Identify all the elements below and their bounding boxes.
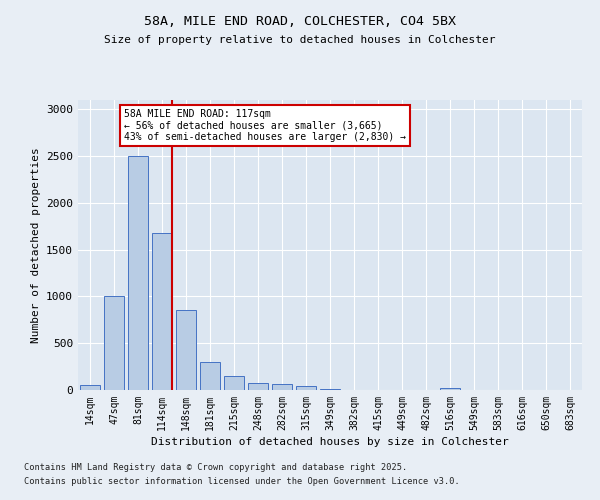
- Bar: [320, 389, 340, 390]
- Bar: [224, 376, 244, 390]
- Bar: [272, 384, 292, 390]
- Text: Contains HM Land Registry data © Crown copyright and database right 2025.: Contains HM Land Registry data © Crown c…: [24, 464, 407, 472]
- Bar: [176, 310, 196, 390]
- Bar: [200, 362, 220, 390]
- Y-axis label: Number of detached properties: Number of detached properties: [31, 147, 41, 343]
- Text: 58A MILE END ROAD: 117sqm
← 56% of detached houses are smaller (3,665)
43% of se: 58A MILE END ROAD: 117sqm ← 56% of detac…: [124, 108, 406, 142]
- Bar: [248, 383, 268, 390]
- Text: Size of property relative to detached houses in Colchester: Size of property relative to detached ho…: [104, 35, 496, 45]
- Bar: [440, 388, 460, 390]
- Text: 58A, MILE END ROAD, COLCHESTER, CO4 5BX: 58A, MILE END ROAD, COLCHESTER, CO4 5BX: [144, 15, 456, 28]
- X-axis label: Distribution of detached houses by size in Colchester: Distribution of detached houses by size …: [151, 437, 509, 447]
- Bar: [128, 156, 148, 390]
- Bar: [296, 386, 316, 390]
- Bar: [80, 385, 100, 390]
- Text: Contains public sector information licensed under the Open Government Licence v3: Contains public sector information licen…: [24, 477, 460, 486]
- Bar: [104, 296, 124, 390]
- Bar: [152, 233, 172, 390]
